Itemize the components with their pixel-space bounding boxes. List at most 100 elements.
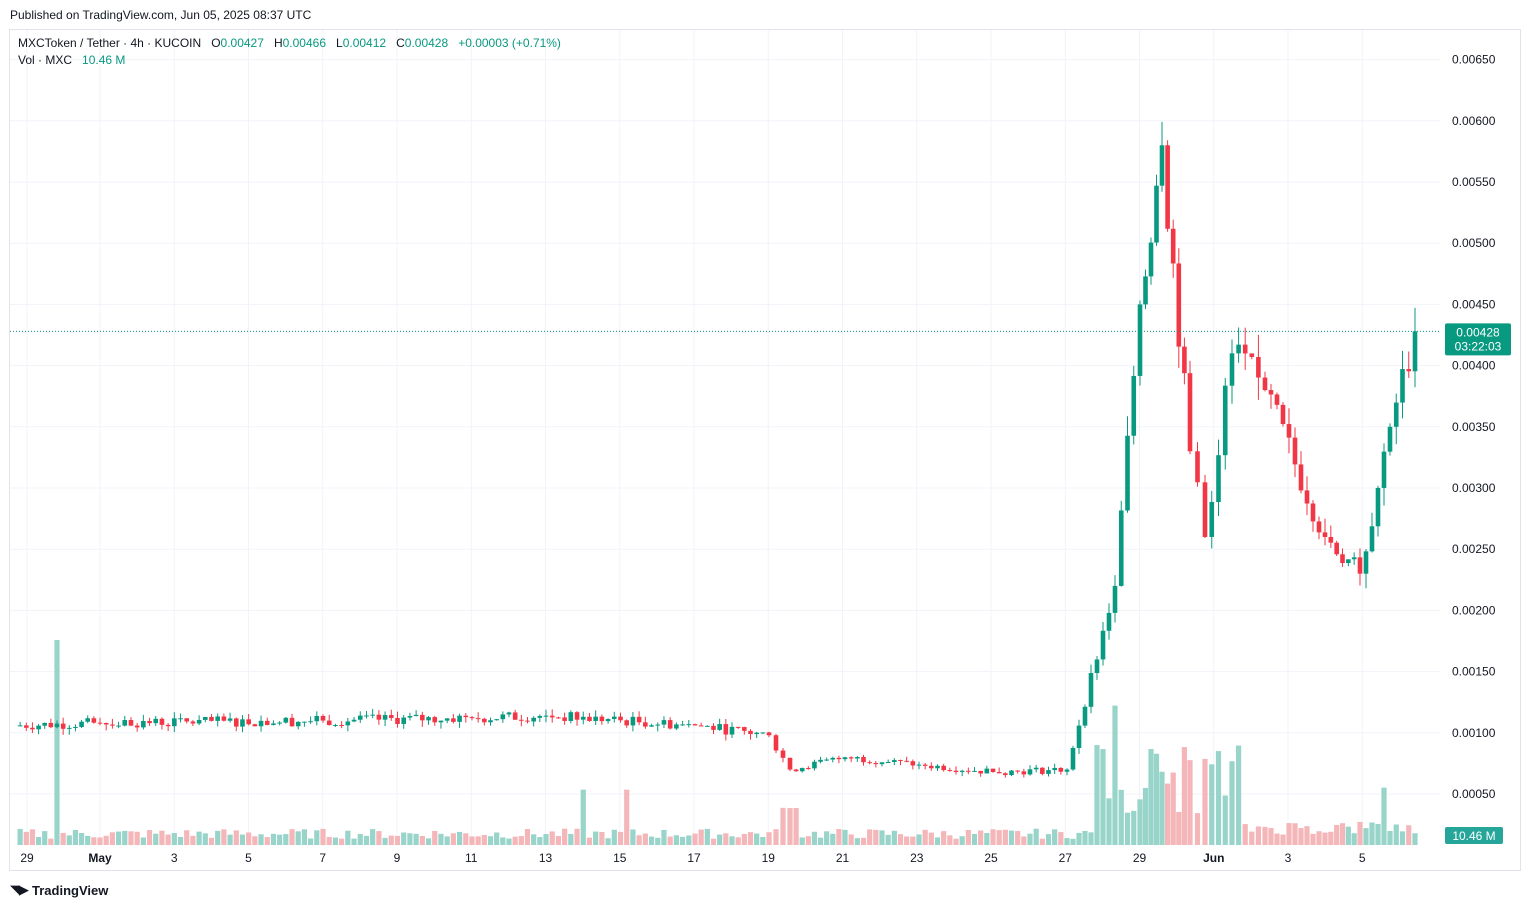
- candle-body: [1076, 725, 1082, 748]
- candle-body: [512, 712, 518, 720]
- candle-body: [649, 725, 654, 727]
- candle-body: [705, 725, 710, 727]
- volume-bar: [959, 836, 965, 845]
- candle-body: [655, 724, 661, 726]
- candle-body: [698, 725, 704, 727]
- tradingview-brand[interactable]: ◥▶ TradingView: [10, 882, 108, 898]
- volume-bar: [469, 836, 475, 845]
- volume-bar: [1070, 838, 1076, 845]
- volume-value: 10.46 M: [82, 53, 126, 67]
- candle-body: [760, 732, 766, 734]
- candle-body: [806, 768, 811, 770]
- published-date: Published on TradingView.com, Jun 05, 20…: [10, 8, 312, 22]
- x-tick-label: 19: [762, 851, 776, 865]
- volume-bar: [196, 831, 202, 845]
- candle-body: [271, 723, 276, 725]
- volume-bar: [922, 829, 928, 845]
- volume-bar: [686, 835, 692, 845]
- high-label: H: [273, 36, 283, 50]
- candle-body: [686, 724, 692, 726]
- chart-frame[interactable]: [9, 29, 1521, 871]
- volume-label[interactable]: Vol · MXC: [18, 53, 73, 67]
- volume-bar: [221, 829, 227, 845]
- candle-body: [929, 765, 934, 769]
- volume-bar: [270, 833, 277, 845]
- volume-bar: [928, 832, 934, 845]
- volume-bar: [208, 837, 215, 845]
- candle-body: [996, 771, 1002, 774]
- candle-body: [376, 714, 382, 720]
- volume-bar: [487, 836, 494, 845]
- volume-bar: [854, 838, 860, 845]
- candle-body: [172, 718, 177, 727]
- volume-bar: [735, 837, 741, 845]
- volume-bar: [780, 807, 786, 845]
- volume-bar: [97, 837, 103, 845]
- volume-tag-label: 10.46 M: [1452, 829, 1495, 843]
- candle-body: [1058, 767, 1064, 772]
- candle-body: [990, 768, 996, 772]
- candle-body: [178, 718, 183, 720]
- volume-bar: [506, 838, 512, 845]
- candle-body: [593, 716, 598, 721]
- candle-body: [413, 714, 419, 717]
- candle-body: [830, 757, 836, 760]
- candle-body: [1021, 771, 1027, 775]
- candle-body: [723, 724, 729, 735]
- volume-bar: [425, 838, 432, 845]
- volume-bar: [314, 830, 320, 845]
- volume-bar: [754, 833, 760, 845]
- volume-bar: [830, 833, 836, 845]
- symbol-title[interactable]: MXCToken / Tether · 4h · KUCOIN: [18, 36, 202, 50]
- volume-bar: [568, 833, 574, 845]
- candle-body: [966, 770, 971, 772]
- candle-body: [345, 721, 351, 726]
- volume-bar: [953, 838, 959, 845]
- candle-body: [1256, 357, 1261, 378]
- candle-body: [339, 725, 344, 727]
- candle-body: [382, 715, 388, 720]
- candle-body: [1052, 767, 1057, 771]
- candle-body: [333, 725, 338, 727]
- candle-body: [91, 718, 97, 723]
- volume-bar: [655, 837, 661, 845]
- candle-body: [1381, 451, 1387, 488]
- volume-bar: [1165, 783, 1171, 845]
- volume-bar: [692, 833, 698, 845]
- volume-bar: [481, 835, 487, 845]
- volume-bar: [54, 640, 60, 845]
- volume-bar: [1106, 798, 1112, 845]
- x-tick-label: 23: [910, 851, 924, 865]
- x-tick-label: 27: [1059, 851, 1073, 865]
- volume-bar: [593, 831, 599, 845]
- x-tick-label: 29: [1133, 851, 1147, 865]
- volume-bar: [394, 835, 401, 845]
- candle-body: [1143, 276, 1148, 305]
- candle-body: [978, 770, 983, 774]
- volume-bar: [171, 833, 177, 845]
- volume-bar: [1100, 749, 1106, 845]
- volume-bar: [1229, 761, 1235, 845]
- volume-bar: [177, 836, 184, 845]
- candle-body: [1406, 369, 1412, 372]
- candle-body: [1125, 435, 1130, 511]
- candle-body: [184, 718, 190, 722]
- tradingview-logo-icon: ◥▶: [10, 882, 29, 897]
- candle-body: [122, 719, 128, 726]
- volume-bar: [407, 833, 413, 845]
- candle-body: [1400, 369, 1405, 403]
- candle-body: [147, 720, 152, 724]
- candle-body: [79, 721, 84, 727]
- candle-body: [1195, 451, 1200, 483]
- candle-body: [30, 727, 35, 730]
- candle-body: [190, 721, 196, 724]
- candle-body: [209, 716, 214, 721]
- candle-body: [1070, 747, 1076, 770]
- volume-bar: [370, 829, 376, 845]
- volume-bar: [799, 837, 805, 845]
- volume-bar: [661, 829, 667, 845]
- volume-tag: 10.46 M: [1445, 827, 1503, 844]
- low-value: 0.00412: [342, 36, 387, 50]
- volume-bar: [1215, 751, 1222, 845]
